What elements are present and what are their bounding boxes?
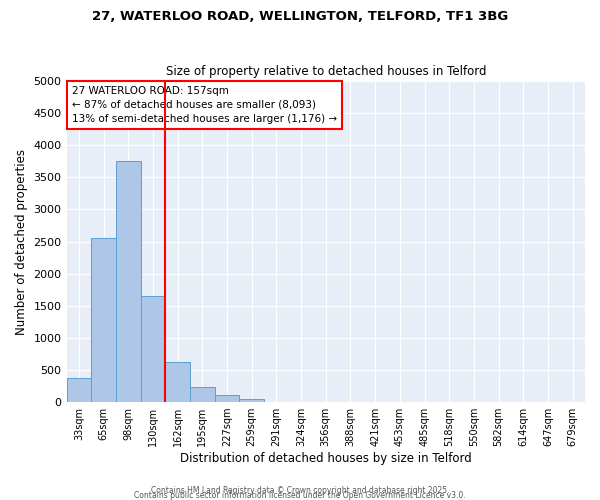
Bar bbox=[165, 362, 190, 402]
Bar bbox=[91, 238, 116, 402]
Y-axis label: Number of detached properties: Number of detached properties bbox=[15, 148, 28, 334]
Bar bbox=[140, 296, 165, 402]
Bar bbox=[239, 399, 264, 402]
Text: Contains public sector information licensed under the Open Government Licence v3: Contains public sector information licen… bbox=[134, 490, 466, 500]
Text: 27 WATERLOO ROAD: 157sqm
← 87% of detached houses are smaller (8,093)
13% of sem: 27 WATERLOO ROAD: 157sqm ← 87% of detach… bbox=[72, 86, 337, 124]
Bar bbox=[215, 395, 239, 402]
Bar bbox=[67, 378, 91, 402]
Text: Contains HM Land Registry data © Crown copyright and database right 2025.: Contains HM Land Registry data © Crown c… bbox=[151, 486, 449, 495]
X-axis label: Distribution of detached houses by size in Telford: Distribution of detached houses by size … bbox=[180, 452, 472, 465]
Text: 27, WATERLOO ROAD, WELLINGTON, TELFORD, TF1 3BG: 27, WATERLOO ROAD, WELLINGTON, TELFORD, … bbox=[92, 10, 508, 23]
Bar bbox=[116, 162, 140, 402]
Title: Size of property relative to detached houses in Telford: Size of property relative to detached ho… bbox=[166, 66, 486, 78]
Bar bbox=[190, 386, 215, 402]
